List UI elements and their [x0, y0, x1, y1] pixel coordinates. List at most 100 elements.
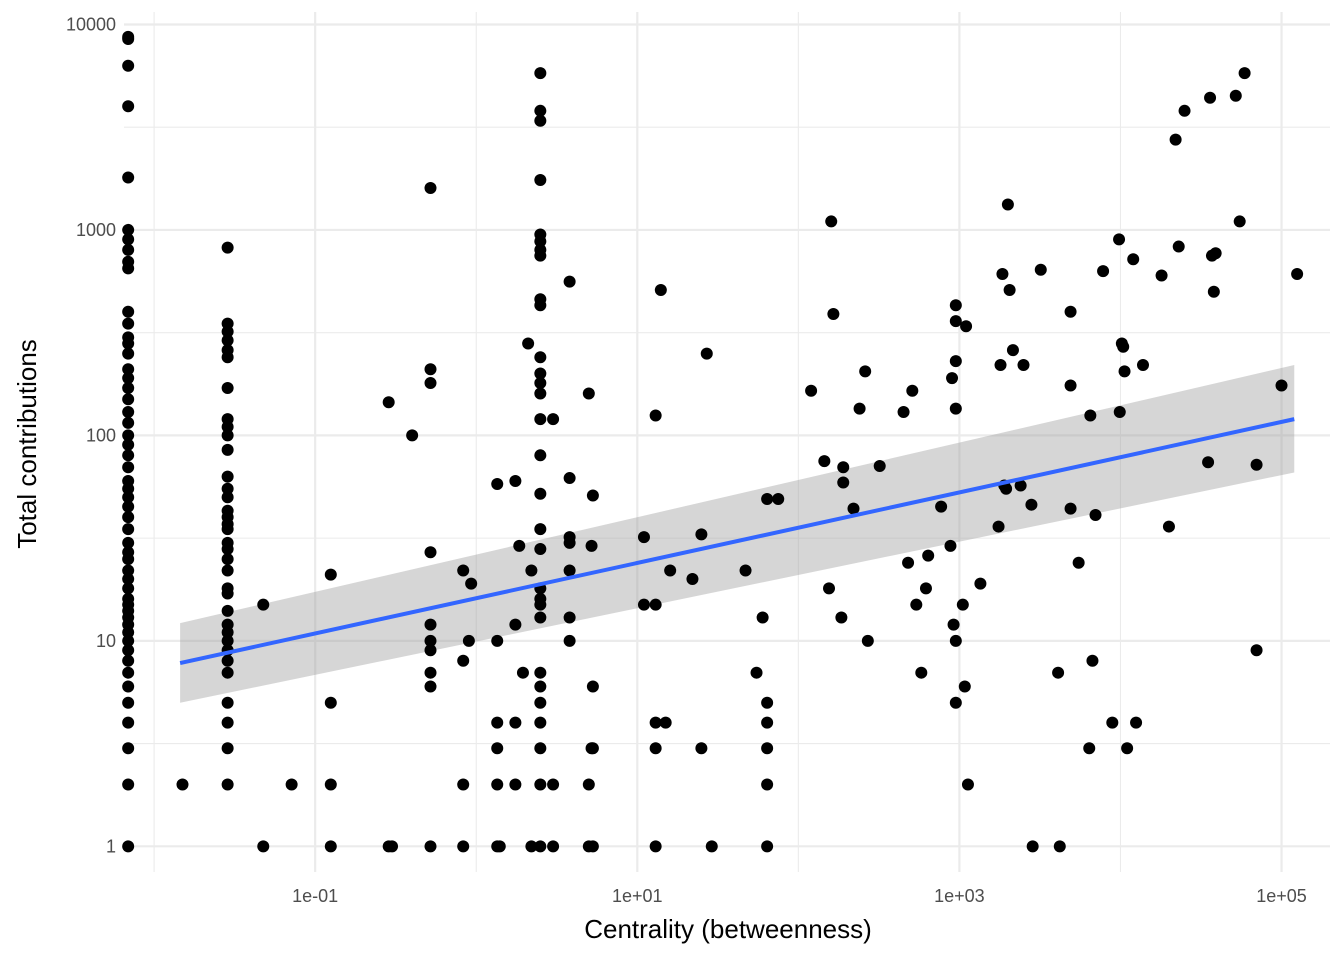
data-point: [547, 413, 560, 426]
data-point: [424, 680, 437, 693]
data-point: [947, 618, 960, 631]
data-point: [122, 317, 135, 330]
data-point: [221, 634, 234, 647]
data-point: [664, 564, 677, 577]
data-point: [563, 564, 576, 577]
data-point: [949, 315, 962, 328]
data-point: [122, 573, 135, 586]
data-point: [424, 376, 437, 389]
data-point: [961, 778, 974, 791]
data-point: [122, 243, 135, 256]
data-points-layer: [122, 30, 1304, 853]
data-point: [122, 438, 135, 451]
data-point: [649, 742, 662, 755]
data-point: [386, 840, 399, 853]
data-point: [563, 536, 576, 549]
data-point: [1172, 240, 1185, 253]
data-point: [827, 307, 840, 320]
data-point: [491, 716, 504, 729]
data-point: [534, 523, 547, 536]
data-point: [534, 114, 547, 127]
data-point: [221, 523, 234, 536]
data-point: [649, 598, 662, 611]
data-point: [761, 778, 774, 791]
data-point: [324, 696, 337, 709]
data-point: [221, 241, 234, 254]
data-point: [221, 482, 234, 495]
data-point: [761, 742, 774, 755]
data-point: [221, 542, 234, 555]
data-point: [424, 181, 437, 194]
data-point: [534, 598, 547, 611]
data-point: [424, 546, 437, 559]
data-point: [919, 582, 932, 595]
data-point: [122, 416, 135, 429]
data-point: [509, 716, 522, 729]
data-point: [534, 387, 547, 400]
data-point: [424, 634, 437, 647]
y-axis-title: Total contributions: [12, 339, 42, 549]
data-point: [1083, 742, 1096, 755]
data-point: [1053, 840, 1066, 853]
data-point: [122, 536, 135, 549]
data-point: [1017, 359, 1030, 372]
data-point: [563, 634, 576, 647]
data-point: [956, 598, 969, 611]
data-point: [750, 666, 763, 679]
trend-line: [179, 417, 1295, 665]
data-point: [122, 372, 135, 385]
data-point: [1097, 265, 1110, 278]
data-point: [1155, 269, 1168, 282]
data-point: [221, 553, 234, 566]
data-point: [563, 275, 576, 288]
data-point: [534, 299, 547, 312]
data-point: [122, 696, 135, 709]
y-tick-label: 100: [86, 425, 116, 445]
data-point: [761, 716, 774, 729]
data-point: [122, 742, 135, 755]
data-point: [1089, 508, 1102, 521]
data-point: [509, 778, 522, 791]
data-point: [406, 429, 419, 442]
data-point: [122, 393, 135, 406]
data-point: [509, 618, 522, 631]
data-point: [221, 587, 234, 600]
data-point: [1001, 198, 1014, 211]
data-point: [122, 233, 135, 246]
data-point: [122, 626, 135, 639]
data-point: [221, 778, 234, 791]
data-point: [992, 520, 1005, 533]
data-point: [1233, 215, 1246, 228]
data-point: [122, 100, 135, 113]
data-point: [1003, 284, 1016, 297]
data-point: [1052, 666, 1065, 679]
data-point: [513, 539, 526, 552]
y-tick-label: 1: [106, 836, 116, 856]
data-point: [534, 235, 547, 248]
data-point: [122, 337, 135, 350]
x-axis-tick-labels: 1e-01 1e+01 1e+03 1e+05: [292, 886, 1307, 906]
data-point: [424, 618, 437, 631]
data-point: [1113, 405, 1126, 418]
data-point: [659, 716, 672, 729]
data-point: [1202, 456, 1215, 469]
data-point: [586, 680, 599, 693]
data-point: [1026, 840, 1039, 853]
data-point: [534, 104, 547, 117]
data-point: [221, 604, 234, 617]
data-point: [122, 716, 135, 729]
data-point: [949, 402, 962, 415]
data-point: [534, 367, 547, 380]
x-axis-title: Centrality (betweenness): [584, 914, 872, 944]
data-point: [122, 654, 135, 667]
data-point: [534, 174, 547, 187]
data-point: [547, 840, 560, 853]
data-point: [837, 476, 850, 489]
data-point: [823, 582, 836, 595]
data-point: [122, 634, 135, 647]
data-point: [122, 582, 135, 595]
data-point: [522, 337, 535, 350]
data-point: [122, 405, 135, 418]
data-point: [221, 654, 234, 667]
